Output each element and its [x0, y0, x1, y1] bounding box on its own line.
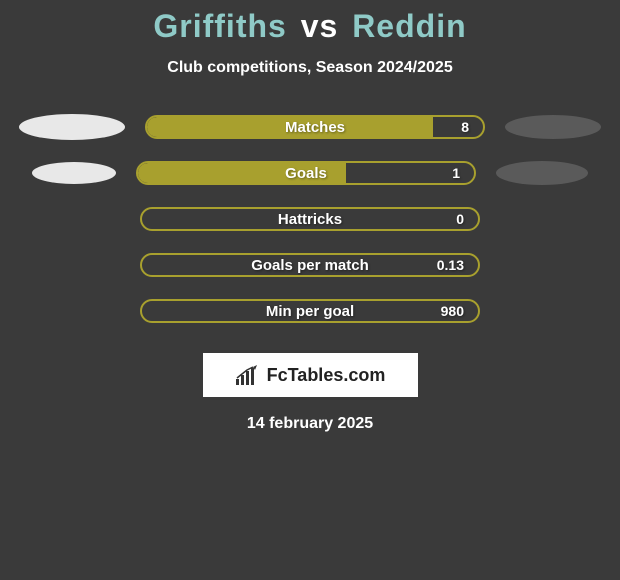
stat-row: Matches8 [0, 115, 620, 139]
stat-value: 0 [456, 211, 464, 227]
stat-value: 0.13 [437, 257, 464, 273]
title: Griffiths vs Reddin [0, 8, 620, 45]
stat-bar: Hattricks0 [140, 207, 480, 231]
comparison-card: Griffiths vs Reddin Club competitions, S… [0, 0, 620, 433]
right-ellipse [496, 161, 588, 185]
stat-label: Min per goal [142, 303, 478, 320]
stat-label: Hattricks [142, 211, 478, 228]
stat-value: 1 [452, 165, 460, 181]
player2-name: Reddin [352, 8, 466, 44]
comparison-rows: Matches8Goals1Hattricks0Goals per match0… [0, 115, 620, 323]
bars-icon [235, 365, 261, 385]
source-logo: FcTables.com [203, 353, 418, 397]
player1-name: Griffiths [153, 8, 286, 44]
right-ellipse [505, 115, 601, 139]
left-ellipse [32, 162, 116, 184]
vs-label: vs [301, 8, 339, 44]
stat-value: 8 [461, 119, 469, 135]
stat-bar: Min per goal980 [140, 299, 480, 323]
stat-bar: Goals1 [136, 161, 476, 185]
stat-row: Goals per match0.13 [0, 253, 620, 277]
stat-bar: Matches8 [145, 115, 485, 139]
stat-row: Min per goal980 [0, 299, 620, 323]
stat-label: Matches [147, 119, 483, 136]
stat-value: 980 [441, 303, 464, 319]
stat-label: Goals per match [142, 257, 478, 274]
stat-bar: Goals per match0.13 [140, 253, 480, 277]
stat-label: Goals [138, 165, 474, 182]
date: 14 february 2025 [0, 415, 620, 433]
stat-row: Goals1 [0, 161, 620, 185]
logo-text: FcTables.com [267, 365, 386, 386]
stat-row: Hattricks0 [0, 207, 620, 231]
left-ellipse [19, 114, 125, 140]
subtitle: Club competitions, Season 2024/2025 [0, 59, 620, 77]
